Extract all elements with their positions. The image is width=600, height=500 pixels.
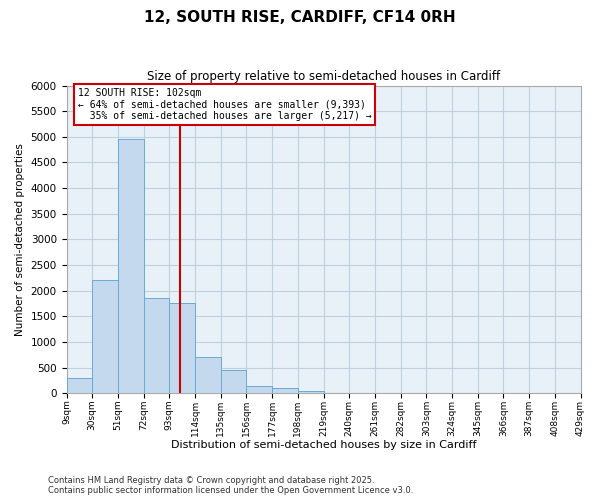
Y-axis label: Number of semi-detached properties: Number of semi-detached properties: [15, 143, 25, 336]
Bar: [247, 386, 272, 393]
Bar: [67, 378, 92, 393]
Bar: [118, 140, 143, 393]
Bar: [221, 370, 247, 393]
Text: 12 SOUTH RISE: 102sqm
← 64% of semi-detached houses are smaller (9,393)
  35% of: 12 SOUTH RISE: 102sqm ← 64% of semi-deta…: [77, 88, 371, 122]
Bar: [195, 358, 221, 393]
Bar: [298, 390, 323, 393]
Bar: [143, 298, 169, 393]
Text: Contains HM Land Registry data © Crown copyright and database right 2025.
Contai: Contains HM Land Registry data © Crown c…: [48, 476, 413, 495]
Bar: [169, 304, 195, 393]
Bar: [92, 280, 118, 393]
Title: Size of property relative to semi-detached houses in Cardiff: Size of property relative to semi-detach…: [147, 70, 500, 83]
X-axis label: Distribution of semi-detached houses by size in Cardiff: Distribution of semi-detached houses by …: [171, 440, 476, 450]
Bar: [272, 388, 298, 393]
Text: 12, SOUTH RISE, CARDIFF, CF14 0RH: 12, SOUTH RISE, CARDIFF, CF14 0RH: [144, 10, 456, 25]
